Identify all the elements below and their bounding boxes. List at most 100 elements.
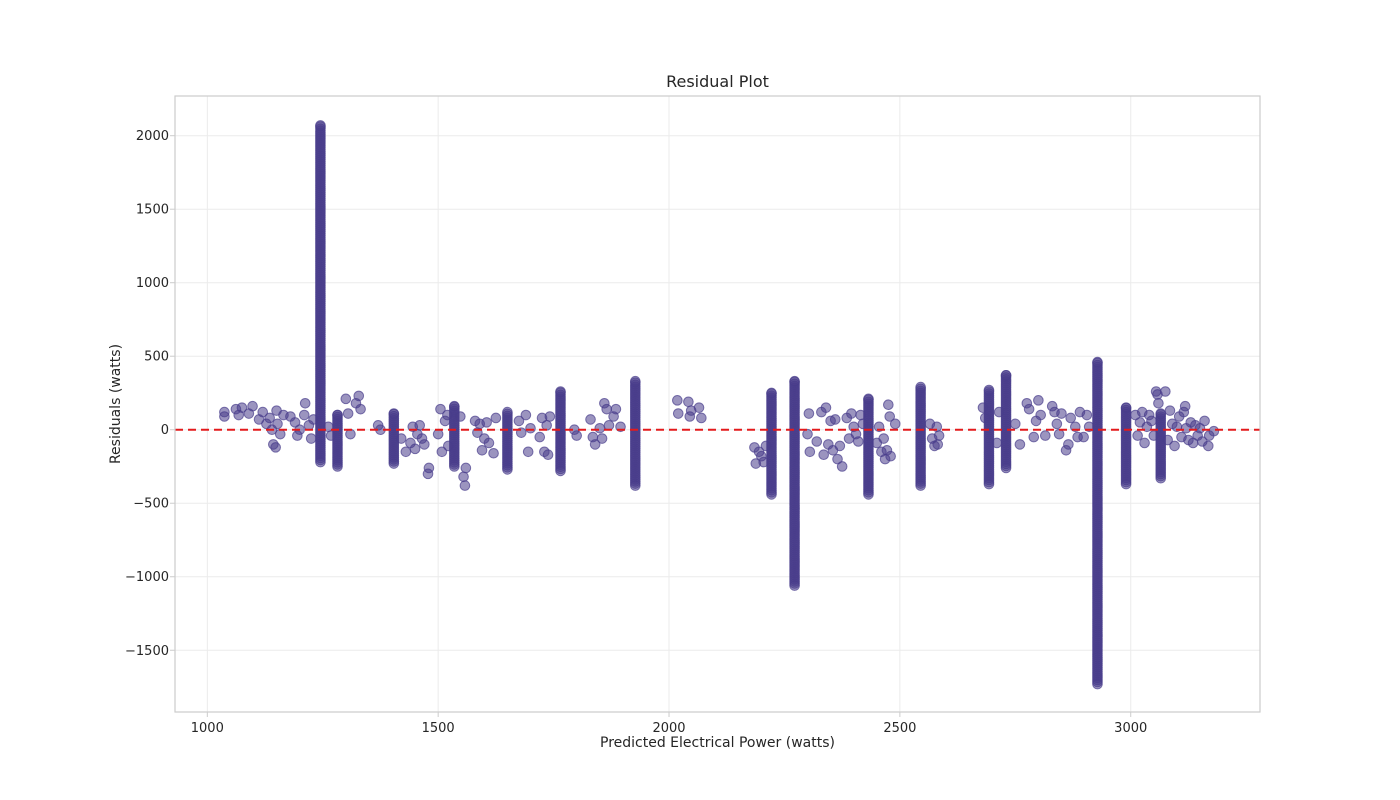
data-point (400, 446, 412, 458)
data-point (1053, 428, 1065, 440)
data-point (1028, 431, 1040, 443)
x-tick-label: 3000 (1114, 721, 1147, 736)
data-point (571, 430, 582, 441)
x-tick-label: 2500 (883, 721, 916, 736)
data-point (315, 120, 326, 131)
data-point (1155, 408, 1167, 419)
data-point (1160, 386, 1171, 397)
y-tick-label: −500 (133, 497, 169, 512)
data-point (355, 403, 366, 415)
data-point (983, 384, 995, 396)
data-point (802, 428, 813, 440)
data-point (460, 462, 472, 474)
data-point (594, 422, 606, 434)
data-point (883, 399, 894, 411)
data-point (630, 375, 641, 387)
data-point (601, 403, 612, 415)
data-point (1199, 415, 1210, 427)
data-point (525, 422, 536, 434)
y-tick-label: −1500 (125, 644, 169, 659)
data-point (820, 402, 832, 413)
data-point (1033, 395, 1044, 406)
data-point (1051, 418, 1063, 430)
data-point (857, 418, 869, 430)
data-point (502, 406, 513, 418)
data-point (803, 408, 815, 419)
data-point (483, 437, 495, 449)
data-point (459, 480, 471, 491)
data-point (442, 409, 453, 421)
data-point (1023, 403, 1035, 415)
data-points (219, 120, 1220, 690)
data-point (522, 446, 534, 458)
data-point (585, 414, 596, 425)
data-point (534, 431, 546, 443)
data-point (455, 411, 466, 422)
data-point (1208, 425, 1220, 437)
data-point (610, 403, 622, 415)
data-point (818, 449, 829, 461)
data-point (993, 406, 1005, 418)
data-point (1164, 405, 1176, 416)
data-point (432, 428, 444, 440)
data-point (1132, 430, 1143, 441)
data-point (1056, 408, 1067, 419)
data-point (878, 433, 890, 444)
data-point (596, 433, 608, 444)
data-point (1162, 434, 1173, 446)
data-point (1065, 412, 1077, 424)
data-point (1092, 356, 1103, 368)
data-point (836, 461, 848, 472)
data-point (353, 390, 365, 402)
data-point (419, 439, 430, 450)
data-point (758, 456, 769, 468)
data-point (542, 449, 554, 461)
data-point (332, 409, 343, 421)
y-tick-label: 500 (144, 350, 169, 365)
data-point (789, 375, 800, 387)
data-point (325, 430, 337, 441)
y-tick-label: 2000 (136, 129, 169, 144)
data-point (1014, 439, 1026, 450)
data-point (270, 442, 281, 453)
data-point (855, 409, 866, 421)
data-point (342, 408, 354, 419)
data-point (1202, 440, 1214, 452)
data-point (272, 418, 283, 430)
x-axis-label: Predicted Electrical Power (watts) (600, 735, 835, 751)
data-point (889, 418, 901, 430)
data-point (804, 446, 816, 458)
y-axis-ticks: −1500 −1000 −500 0 500 1000 1500 2000 (125, 129, 175, 659)
data-point (933, 430, 945, 441)
data-point (257, 406, 269, 418)
data-point (1146, 415, 1157, 427)
data-point (884, 411, 896, 422)
x-tick-label: 1500 (422, 721, 455, 736)
data-point (298, 409, 310, 421)
data-point (977, 402, 989, 413)
data-point (853, 436, 864, 447)
y-tick-label: −1000 (125, 570, 169, 585)
data-point (555, 386, 566, 397)
data-point (683, 396, 694, 408)
data-point (693, 402, 705, 413)
plot-frame (174, 95, 1261, 713)
data-point (1120, 402, 1132, 413)
data-point (672, 408, 684, 419)
y-tick-label: 0 (161, 423, 169, 438)
data-point (766, 387, 777, 399)
data-point (1169, 440, 1180, 452)
x-tick-label: 2000 (652, 721, 685, 736)
data-point (481, 417, 492, 428)
data-point (490, 412, 502, 424)
data-point (308, 414, 319, 425)
data-point (1078, 431, 1089, 443)
data-point (589, 439, 601, 450)
data-point (696, 412, 707, 424)
data-point (264, 412, 275, 424)
data-point (834, 440, 846, 452)
data-point (1009, 418, 1021, 430)
data-point (811, 436, 823, 447)
data-point (449, 400, 460, 412)
